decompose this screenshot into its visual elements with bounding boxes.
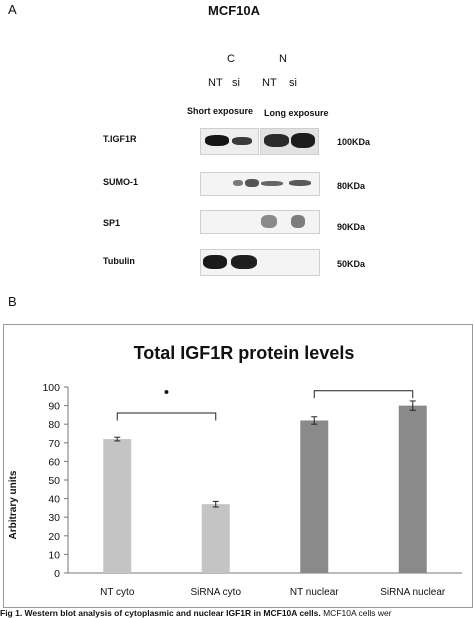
- y-tick-label: 20: [48, 531, 60, 543]
- kda-sp1: 90KDa: [337, 222, 366, 232]
- y-tick-label: 70: [48, 438, 60, 450]
- blot-sp1: [200, 210, 320, 234]
- lane-label-4: si: [289, 77, 297, 89]
- x-tick-label: NT nuclear: [290, 587, 339, 598]
- bar: [201, 504, 230, 573]
- band: [203, 255, 227, 269]
- band: [245, 179, 259, 187]
- y-axis-label: Arbitrary units: [8, 470, 19, 539]
- band: [231, 255, 257, 269]
- y-tick-label: 50: [48, 475, 60, 487]
- chart-title: Total IGF1R protein levels: [134, 343, 355, 363]
- group-n-label: N: [279, 53, 287, 65]
- bar: [103, 439, 132, 573]
- y-tick-label: 30: [48, 512, 60, 524]
- error-bars: [114, 400, 416, 508]
- band: [205, 135, 229, 146]
- bar: [300, 420, 329, 573]
- short-exposure-label: Short exposure: [187, 106, 254, 116]
- y-tick-label: 60: [48, 456, 60, 468]
- bar: [398, 405, 427, 573]
- lane-label-2: si: [232, 77, 240, 89]
- long-exposure-label: Long exposure: [264, 108, 329, 118]
- band: [264, 134, 289, 147]
- x-tick-label: SiRNA nuclear: [380, 587, 446, 598]
- row-label-tubulin: Tubulin: [103, 256, 135, 266]
- caption-bold: Fig 1. Western blot analysis of cytoplas…: [0, 608, 321, 618]
- band: [232, 137, 252, 145]
- blot-title: MCF10A: [208, 3, 261, 18]
- band: [261, 215, 277, 228]
- bracket: [313, 390, 414, 399]
- chart-frame: Total IGF1R protein levels Arbitrary uni…: [3, 324, 473, 608]
- y-ticks: 0 10 20 30 40 50 60 70 80 90 100: [42, 382, 68, 580]
- significance-brackets: •: [116, 383, 414, 421]
- band: [289, 180, 311, 186]
- significance-marker: •: [164, 383, 169, 399]
- panel-a-letter: A: [8, 2, 17, 17]
- blot-tigf1r-short: [200, 128, 259, 155]
- blot-sumo1: [200, 172, 320, 196]
- row-label-sumo1: SUMO-1: [103, 177, 139, 187]
- figure-caption: Fig 1. Western blot analysis of cytoplas…: [0, 608, 392, 618]
- band: [291, 215, 305, 228]
- band: [261, 181, 283, 186]
- bars: [103, 405, 427, 573]
- band: [291, 133, 315, 148]
- x-tick-label: SiRNA cyto: [190, 587, 241, 598]
- caption-rest: MCF10A cells wer: [320, 608, 392, 618]
- bracket: [116, 412, 217, 421]
- kda-tubulin: 50KDa: [337, 259, 366, 269]
- lane-label-1: NT: [208, 77, 223, 89]
- blot-tigf1r-long: [260, 128, 319, 155]
- y-tick-label: 100: [42, 382, 60, 394]
- lane-label-3: NT: [262, 77, 277, 89]
- band: [233, 180, 243, 186]
- panel-b-letter: B: [8, 294, 17, 309]
- x-tick-labels: NT cyto SiRNA cyto NT nuclear SiRNA nuclear: [100, 587, 446, 598]
- x-tick-label: NT cyto: [100, 587, 135, 598]
- y-tick-label: 40: [48, 494, 60, 506]
- blot-tubulin: [200, 249, 320, 276]
- kda-tigf1r: 100KDa: [337, 137, 371, 147]
- y-tick-label: 80: [48, 419, 60, 431]
- kda-sumo1: 80KDa: [337, 181, 366, 191]
- row-label-sp1: SP1: [103, 218, 121, 228]
- y-tick-label: 0: [54, 568, 60, 580]
- y-tick-label: 10: [48, 549, 60, 561]
- bar-chart: Total IGF1R protein levels Arbitrary uni…: [8, 343, 462, 598]
- row-label-tigf1r: T.IGF1R: [103, 134, 137, 144]
- group-c-label: C: [227, 53, 235, 65]
- y-tick-label: 90: [48, 401, 60, 413]
